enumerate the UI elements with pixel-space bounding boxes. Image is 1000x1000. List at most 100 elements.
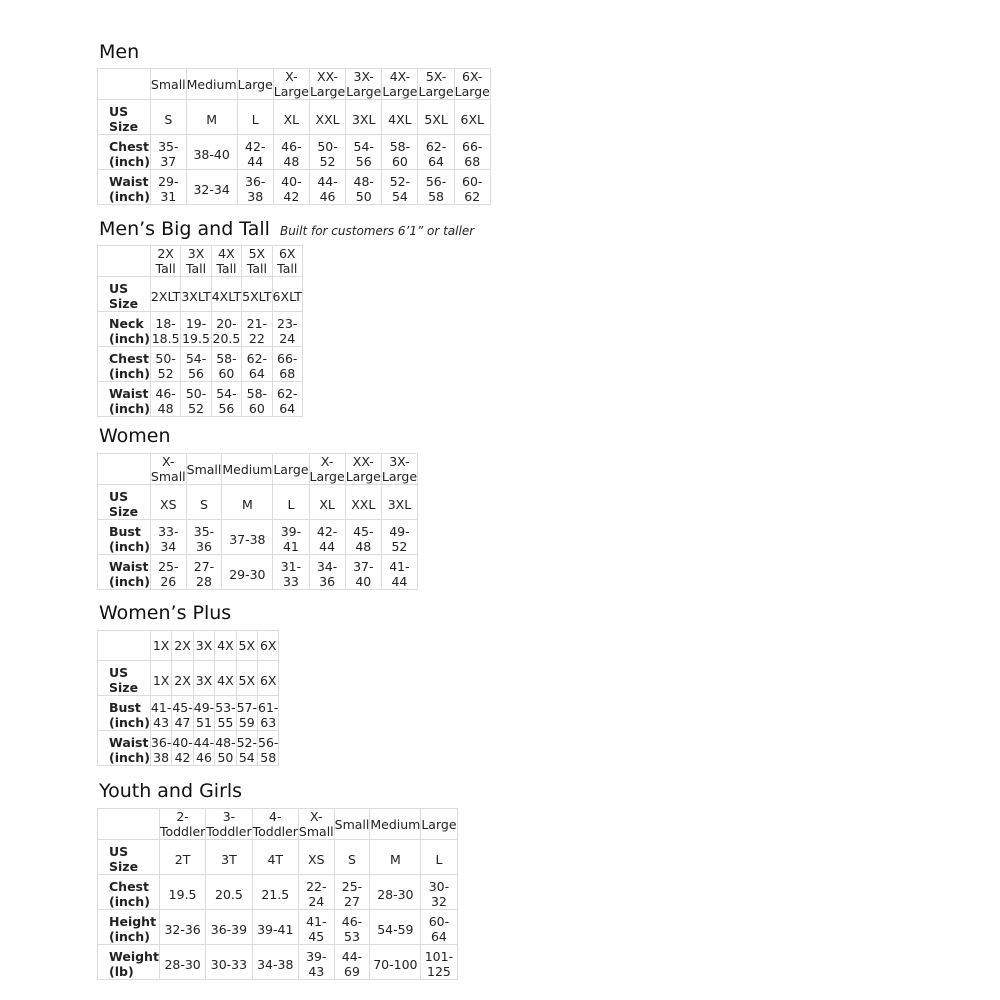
table-cell: 48-50 [345,169,383,205]
table-cell: 2T [158,839,207,875]
table-row: Waist (inch) 25-26 27-28 29-30 31-33 34-36 37-… [97,554,419,590]
table-cell: 41-44 [380,554,419,590]
table-cell: XL [308,484,346,520]
table-cell: 2X [171,660,194,696]
table-cell: 28-30 [369,874,422,910]
section-title: Men’s Big and Tall Built for customers 6’… [99,218,474,240]
table-cell: 18-18.5 [149,311,182,347]
section-title-text: Men’s Big and Tall [99,218,270,240]
table-cell: S [333,839,371,875]
table-cell: M [221,484,274,520]
table-cell: 21-22 [241,311,273,347]
column-header: Small [333,808,371,840]
table-row: Chest (inch) 50-52 54-56 58-60 62-64 66-68 [97,346,303,382]
table-cell: 48-50 [214,730,237,766]
table-cell: 45-48 [344,519,382,555]
table-cell: 35-37 [149,134,187,170]
table-cell: 22-24 [297,874,335,910]
table-cell: 70-100 [369,944,422,980]
table-cell: 49-52 [380,519,419,555]
table-cell: 36-38 [236,169,274,205]
row-label: US Size [97,276,151,312]
row-label: Chest (inch) [97,134,151,170]
corner-cell [97,68,151,100]
table-cell: 54-56 [180,346,212,382]
table-row: US Size 1X 2X 3X 4X 5X 6X [97,660,280,696]
section-title: Women [99,425,171,447]
table-cell: 44-46 [308,169,347,205]
table-cell: 50-52 [308,134,347,170]
table-cell: 46-48 [272,134,310,170]
table-cell: 62-64 [417,134,455,170]
column-header: X-Small [149,453,187,485]
table-cell: 56-58 [417,169,455,205]
table-cell: 32-34 [185,169,238,205]
table-cell: 36-39 [205,909,253,945]
table-cell: 46-53 [333,909,371,945]
size-table: X-Small Small Medium Large X-Large XX-Large 3X… [97,453,419,590]
table-cell: 6XLT [271,276,303,312]
column-header: Medium [185,68,238,100]
row-label: Waist (inch) [97,169,151,205]
table-cell: 27-28 [185,554,223,590]
table-cell: 39-41 [272,519,310,555]
table-header-row: 2X Tall 3X Tall 4X Tall 5X Tall 6X Tall [97,245,303,277]
column-header: XX-Large [344,453,382,485]
column-header: Large [272,453,310,485]
table-cell: 4T [251,839,299,875]
table-cell: M [185,99,238,135]
table-row: Bust (inch) 41-43 45-47 49-51 53-55 57-59 61-6… [97,695,280,731]
table-cell: 54-56 [210,381,243,417]
size-table: 2-Toddler 3-Toddler 4-Toddler X-Small Small M… [97,808,458,980]
table-cell: 37-40 [344,554,382,590]
table-row: US Size 2XLT 3XLT 4XLT 5XLT 6XLT [97,276,303,312]
table-cell: 42-44 [308,519,346,555]
table-cell: 6X [257,660,280,696]
table-cell: XS [297,839,335,875]
table-cell: 37-38 [221,519,274,555]
column-header: 3X-Large [380,453,419,485]
table-cell: 54-59 [369,909,422,945]
corner-cell [97,630,151,661]
table-cell: 44-46 [192,730,216,766]
table-cell: 46-48 [149,381,182,417]
table-header-row: 1X 2X 3X 4X 5X 6X [97,630,280,661]
table-cell: 66-68 [271,346,303,382]
corner-cell [97,453,151,485]
row-label: Waist (inch) [97,554,151,590]
column-header: 4X Tall [210,245,243,277]
column-header: 3X Tall [180,245,212,277]
column-header: 2X Tall [149,245,182,277]
table-cell: 62-64 [241,346,273,382]
table-cell: 34-38 [251,944,299,980]
table-row: Waist (inch) 36-38 40-42 44-46 48-50 52-54 56-… [97,730,280,766]
table-cell: 34-36 [308,554,346,590]
table-cell: 41-43 [149,695,173,731]
column-header: 5X [235,630,259,661]
table-cell: XXL [308,99,347,135]
table-cell: 1X [149,660,173,696]
table-cell: XXL [344,484,382,520]
section-title-text: Women’s Plus [99,602,232,624]
column-header: Small [149,68,187,100]
table-cell: XL [272,99,310,135]
row-label: Chest (inch) [97,346,151,382]
table-cell: S [149,99,187,135]
row-label: Waist (inch) [97,381,151,417]
table-cell: 5XLT [241,276,273,312]
column-header: Small [185,453,223,485]
corner-cell [97,245,151,277]
table-cell: 4X [214,660,237,696]
table-cell: 25-26 [149,554,187,590]
row-label: Chest (inch) [97,874,160,910]
column-header: 6X-Large [453,68,491,100]
table-row: Waist (inch) 29-31 32-34 36-38 40-42 44-46 48-… [97,169,491,205]
table-cell: 56-58 [257,730,280,766]
table-cell: 58-60 [381,134,419,170]
table-row: Height (inch) 32-36 36-39 39-41 41-45 46-53 54… [97,909,458,945]
table-cell: 29-31 [149,169,187,205]
table-cell: 30-32 [420,874,458,910]
table-header-row: Small Medium Large X-Large XX-Large 3X-Large 4… [97,68,491,100]
table-cell: 54-56 [345,134,383,170]
table-cell: 19.5 [158,874,207,910]
